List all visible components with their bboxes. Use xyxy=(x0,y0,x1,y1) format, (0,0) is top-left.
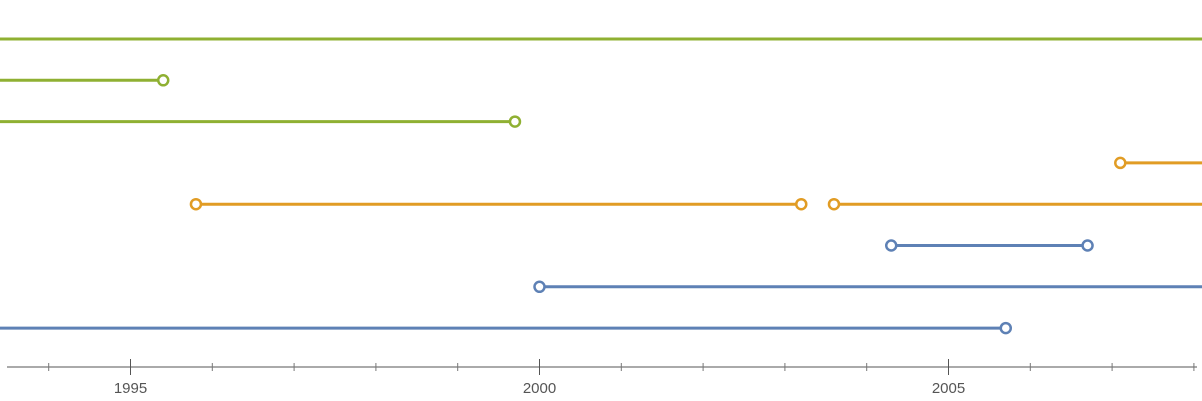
interval-end-point xyxy=(156,74,170,87)
interval-start-point xyxy=(1114,156,1127,170)
x-tick-label: 2005 xyxy=(932,380,965,397)
timeline-row xyxy=(533,280,1202,294)
interval-start-point xyxy=(827,197,841,211)
timeline-row xyxy=(0,37,1202,41)
x-tick-label: 1995 xyxy=(114,380,147,397)
x-tick-label: 2000 xyxy=(523,380,556,397)
x-axis: 199019952000200520102015 xyxy=(7,359,1197,397)
interval-end-point xyxy=(1081,239,1094,252)
interval-end-point xyxy=(508,115,522,128)
interval-start-point xyxy=(533,280,546,294)
interval-end-point xyxy=(795,197,808,211)
timeline-row xyxy=(1114,156,1202,170)
intervals-layer xyxy=(0,37,1202,335)
timeline-row xyxy=(0,115,522,128)
timeline-row xyxy=(884,239,1094,252)
timeline-row xyxy=(0,321,1013,335)
timeline-row xyxy=(189,197,1202,211)
timeline-row xyxy=(0,74,170,87)
interval-start-point xyxy=(884,239,898,252)
interval-end-point xyxy=(999,321,1013,335)
interval-start-point xyxy=(189,197,203,211)
